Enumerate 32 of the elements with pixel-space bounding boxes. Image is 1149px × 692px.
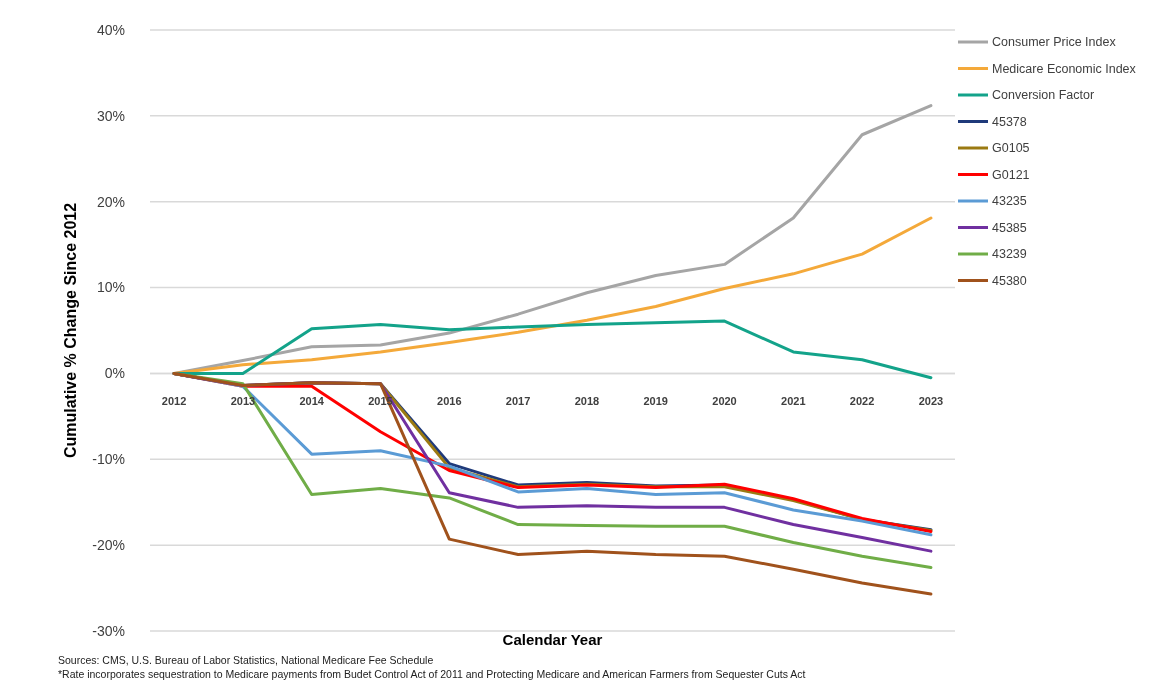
x-tick-label: 2023 [918, 395, 944, 408]
legend-label: G0121 [992, 167, 1030, 182]
legend-label: 45380 [992, 273, 1027, 288]
x-tick-label: 2019 [643, 395, 668, 408]
x-tick-label: 2017 [505, 395, 531, 408]
legend-label: G0105 [992, 141, 1030, 156]
y-tick-label: 20% [96, 193, 125, 210]
y-tick-label: 40% [96, 21, 125, 38]
y-axis-title: Cumulative % Change Since 2012 [62, 202, 79, 459]
x-tick-label: 2012 [161, 395, 187, 408]
x-axis-title: Calendar Year [502, 631, 603, 648]
legend-label: Consumer Price Index [992, 35, 1117, 50]
legend-label: 43235 [992, 194, 1027, 209]
y-tick-label: 0% [104, 365, 125, 382]
y-tick-label: 30% [96, 107, 125, 124]
legend-label: 43239 [992, 247, 1027, 262]
x-tick-label: 2014 [299, 395, 325, 408]
x-tick-label: 2018 [574, 395, 600, 408]
legend-label: 45378 [992, 114, 1027, 129]
legend-label: Conversion Factor [992, 88, 1095, 103]
source-note: Sources: CMS, U.S. Bureau of Labor Statistics, National Medicare Fee Schedule [58, 654, 434, 666]
y-tick-label: -10% [92, 451, 125, 468]
text: *Rate incorporates sequestration to Medicare payments from Budet Control Act of 2011 and Protecting Medicare and American Farmers from Sequester Cuts Act [58, 668, 806, 680]
x-tick-label: 2016 [437, 395, 462, 408]
x-tick-label: 2022 [849, 395, 875, 408]
y-tick-label: -20% [92, 537, 125, 554]
x-tick-label: 2020 [712, 395, 737, 408]
legend-label: Medicare Economic Index [992, 61, 1137, 76]
legend-label: 45385 [992, 220, 1027, 235]
x-tick-label: 2021 [781, 395, 806, 408]
y-tick-label: 10% [96, 279, 125, 296]
y-tick-label: -30% [92, 622, 125, 639]
